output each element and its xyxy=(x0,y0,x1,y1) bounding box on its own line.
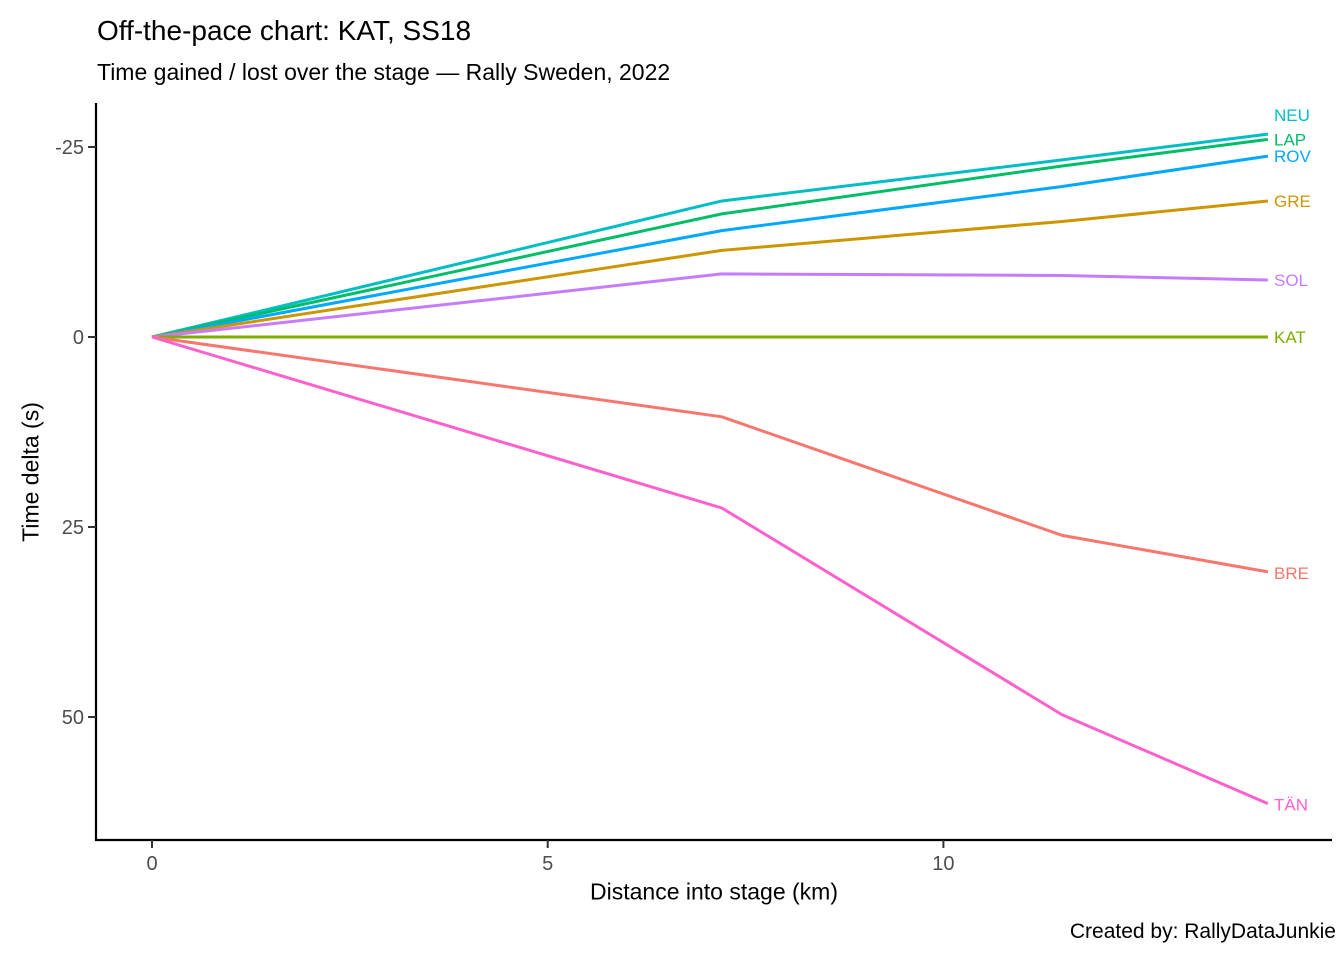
series-label-SOL: SOL xyxy=(1274,271,1308,290)
series-line-BRE xyxy=(151,335,1269,574)
x-axis-title: Distance into stage (km) xyxy=(590,878,838,905)
series-line-NEU xyxy=(151,132,1269,339)
y-tick-label: -25 xyxy=(55,137,84,159)
series-line-ROV xyxy=(151,154,1269,339)
chart-caption: Created by: RallyDataJunkie xyxy=(1069,920,1336,943)
series-line-GRE xyxy=(151,199,1269,339)
series-label-ROV: ROV xyxy=(1274,147,1312,166)
y-axis-title: Time delta (s) xyxy=(17,402,44,542)
series-line-TÄN xyxy=(151,335,1269,806)
x-tick-label: 5 xyxy=(542,853,553,875)
series-label-NEU: NEU xyxy=(1274,106,1310,125)
x-tick-label: 10 xyxy=(932,853,954,875)
series-label-TÄN: TÄN xyxy=(1274,796,1308,815)
chart-title: Off-the-pace chart: KAT, SS18 xyxy=(97,15,472,46)
axis-lines xyxy=(94,103,1332,842)
y-tick-label: 0 xyxy=(73,327,84,349)
chart-subtitle: Time gained / lost over the stage — Rall… xyxy=(97,59,671,85)
series-line-LAP xyxy=(151,137,1269,339)
y-tick-label: 25 xyxy=(62,517,84,539)
series-label-BRE: BRE xyxy=(1274,564,1309,583)
series-label-KAT: KAT xyxy=(1274,328,1306,347)
series-label-LAP: LAP xyxy=(1274,130,1306,149)
x-tick-label: 0 xyxy=(146,853,157,875)
series-label-GRE: GRE xyxy=(1274,192,1311,211)
series-line-SOL xyxy=(151,272,1268,339)
y-tick-label: 50 xyxy=(62,707,84,729)
